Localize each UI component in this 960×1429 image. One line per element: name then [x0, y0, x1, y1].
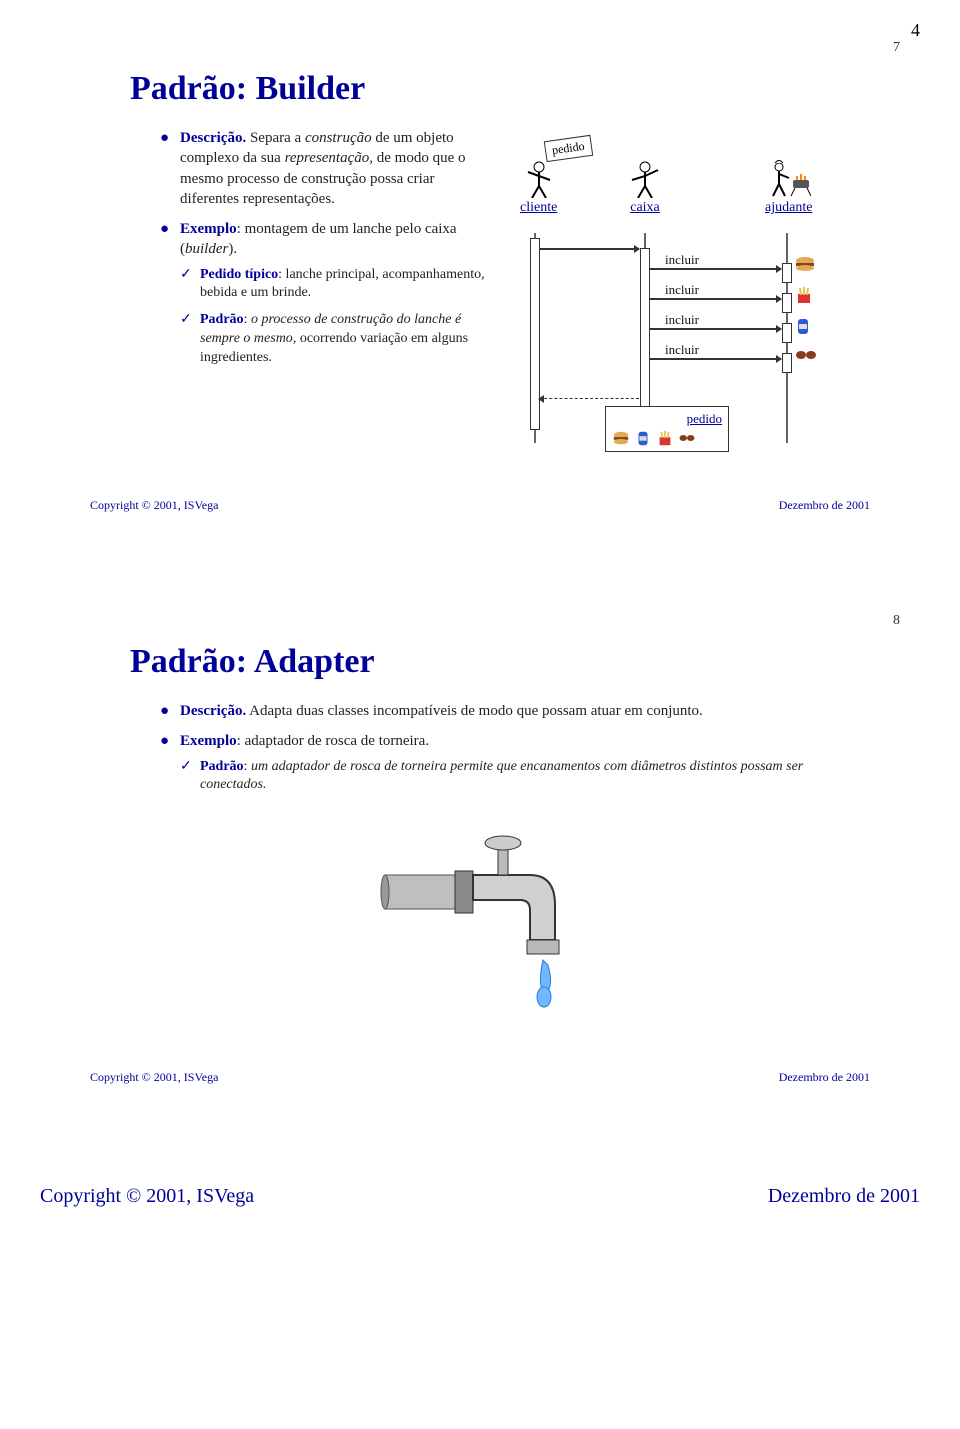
t: Separa a	[246, 130, 305, 146]
activation	[782, 293, 792, 313]
burger-icon	[612, 429, 630, 447]
actor-caixa: caixa	[630, 158, 660, 216]
builder-diagram: pedido cliente caixa	[510, 128, 890, 478]
adapter-title: Padrão: Adapter	[130, 643, 890, 681]
msg-incluir: incluir	[665, 252, 699, 268]
slide-footer: Copyright © 2001, ISVega Dezembro de 200…	[90, 498, 870, 513]
footer-copyright: Copyright © 2001, ISVega	[40, 1185, 254, 1208]
arrow	[539, 248, 639, 250]
actor-cliente: cliente	[520, 158, 557, 216]
t: : adaptador de rosca de torneira.	[237, 733, 429, 749]
cliente-label: cliente	[520, 200, 557, 216]
activation	[782, 323, 792, 343]
sunglasses-icon	[794, 348, 818, 362]
arrow	[649, 268, 781, 270]
adapter-example: Exemplo: adaptador de rosca de torneira.…	[160, 731, 860, 795]
arrow	[649, 298, 781, 300]
desc-label: Descrição.	[180, 130, 246, 146]
ajudante-label: ajudante	[765, 200, 812, 216]
footer-date: Dezembro de 2001	[768, 1185, 920, 1208]
copyright: Copyright © 2001, ISVega	[90, 1070, 218, 1085]
padrao-label: Padrão	[200, 312, 244, 327]
desc-label: Descrição.	[180, 703, 246, 719]
faucet-illustration	[160, 825, 860, 1050]
msg-incluir: incluir	[665, 312, 699, 328]
copyright: Copyright © 2001, ISVega	[90, 498, 218, 513]
builder-title: Padrão: Builder	[130, 70, 890, 108]
padrao-label: Padrão	[200, 759, 244, 774]
soda-icon	[796, 316, 810, 336]
page-footer: Copyright © 2001, ISVega Dezembro de 200…	[0, 1155, 960, 1238]
t: representação	[285, 150, 370, 166]
sunglasses-icon	[678, 429, 696, 447]
fries-icon	[794, 286, 814, 304]
slide-number: 7	[893, 40, 900, 56]
person-icon	[520, 158, 557, 198]
t: um adaptador de rosca de torneira permit…	[200, 759, 803, 793]
date: Dezembro de 2001	[779, 498, 870, 513]
fries-icon	[656, 429, 674, 447]
builder-description: Descrição. Separa a construção de um obj…	[160, 128, 490, 209]
t: ).	[228, 241, 237, 257]
slide-builder: 7 Padrão: Builder Descrição. Separa a co…	[40, 30, 920, 543]
result-pedido: pedido	[605, 406, 729, 452]
builder-text-col: Descrição. Separa a construção de um obj…	[160, 128, 490, 478]
caixa-label: caixa	[630, 200, 660, 216]
t: builder	[185, 241, 228, 257]
person-icon	[630, 158, 660, 198]
builder-pedido: Pedido típico: lanche principal, acompan…	[180, 266, 490, 304]
activation	[782, 353, 792, 373]
return-arrow	[539, 398, 639, 399]
ex-label: Exemplo	[180, 733, 237, 749]
msg-incluir: incluir	[665, 282, 699, 298]
activation	[782, 263, 792, 283]
arrow	[649, 358, 781, 360]
msg-incluir: incluir	[665, 342, 699, 358]
builder-padrao: Padrão: o processo de construção do lanc…	[180, 311, 490, 368]
result-label: pedido	[612, 411, 722, 427]
actor-ajudante: ajudante	[765, 158, 812, 216]
adapter-padrao: Padrão: um adaptador de rosca de torneir…	[180, 758, 860, 796]
date: Dezembro de 2001	[779, 1070, 870, 1085]
slide-adapter: 8 Padrão: Adapter Descrição. Adapta duas…	[40, 603, 920, 1115]
t: Adapta duas classes incompatíveis de mod…	[246, 703, 703, 719]
builder-example: Exemplo: montagem de um lanche pelo caix…	[160, 219, 490, 368]
t: construção	[305, 130, 372, 146]
ex-label: Exemplo	[180, 221, 237, 237]
pedido-label: Pedido típico	[200, 267, 278, 282]
arrow	[649, 328, 781, 330]
soda-icon	[634, 429, 652, 447]
burger-icon	[794, 256, 816, 272]
t: :	[244, 312, 251, 327]
adapter-text: Descrição. Adapta duas classes incompatí…	[160, 701, 860, 1050]
slide-number: 8	[893, 613, 900, 629]
adapter-description: Descrição. Adapta duas classes incompatí…	[160, 701, 860, 721]
slide-footer: Copyright © 2001, ISVega Dezembro de 200…	[90, 1070, 870, 1085]
t: :	[244, 759, 251, 774]
faucet-icon	[380, 825, 640, 1045]
chef-icon	[765, 158, 812, 198]
